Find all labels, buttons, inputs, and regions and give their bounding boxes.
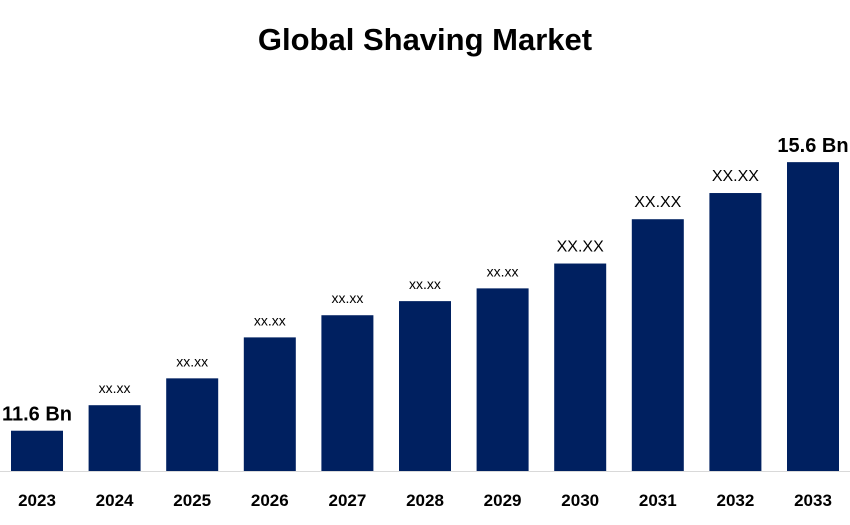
data-label-2024: xx.xx [99, 380, 131, 396]
bar-2029 [476, 288, 529, 471]
tick-label-2031: 2031 [639, 491, 677, 510]
data-label-2023: 11.6 Bn [2, 404, 72, 426]
data-label-2029: xx.xx [487, 263, 519, 279]
tick-label-2024: 2024 [96, 491, 134, 510]
bar-2028 [399, 301, 451, 471]
tick-label-2033: 2033 [794, 491, 832, 510]
bar-2024 [88, 405, 141, 471]
tick-label-2029: 2029 [484, 491, 522, 510]
data-label-2032: XX.XX [712, 168, 759, 185]
data-label-2030: XX.XX [557, 239, 604, 256]
tick-label-2025: 2025 [173, 491, 211, 510]
bar-2025 [166, 378, 219, 471]
bar-2030 [554, 263, 607, 471]
data-labels-layer: 11.6 Bn xx.xx xx.xx xx.xx xx.xx xx.xx xx.xx XX.… [2, 135, 849, 426]
tick-label-2023: 2023 [18, 491, 56, 510]
bars-layer [11, 162, 839, 471]
data-label-2031: XX.XX [634, 194, 681, 211]
bar-2033 [787, 162, 839, 471]
bar-2032 [709, 193, 762, 471]
data-label-2026: xx.xx [254, 312, 286, 328]
bar-2031 [631, 219, 684, 471]
tick-label-2027: 2027 [328, 491, 366, 510]
bar-2023 [11, 430, 63, 471]
tick-label-2030: 2030 [561, 491, 599, 510]
data-label-2033: 15.6 Bn [777, 135, 848, 157]
bar-2027 [321, 315, 374, 471]
data-label-2028: xx.xx [409, 276, 441, 292]
chart-title: Global Shaving Market [257, 22, 593, 57]
data-label-2025: xx.xx [176, 353, 208, 369]
x-axis-ticks: 2023 2024 2025 2026 2027 2028 2029 2030 2031 2032… [18, 491, 832, 510]
tick-label-2026: 2026 [251, 491, 289, 510]
tick-label-2028: 2028 [406, 491, 444, 510]
tick-label-2032: 2032 [716, 491, 754, 510]
bar-2026 [243, 337, 296, 471]
data-label-2027: xx.xx [331, 290, 363, 306]
